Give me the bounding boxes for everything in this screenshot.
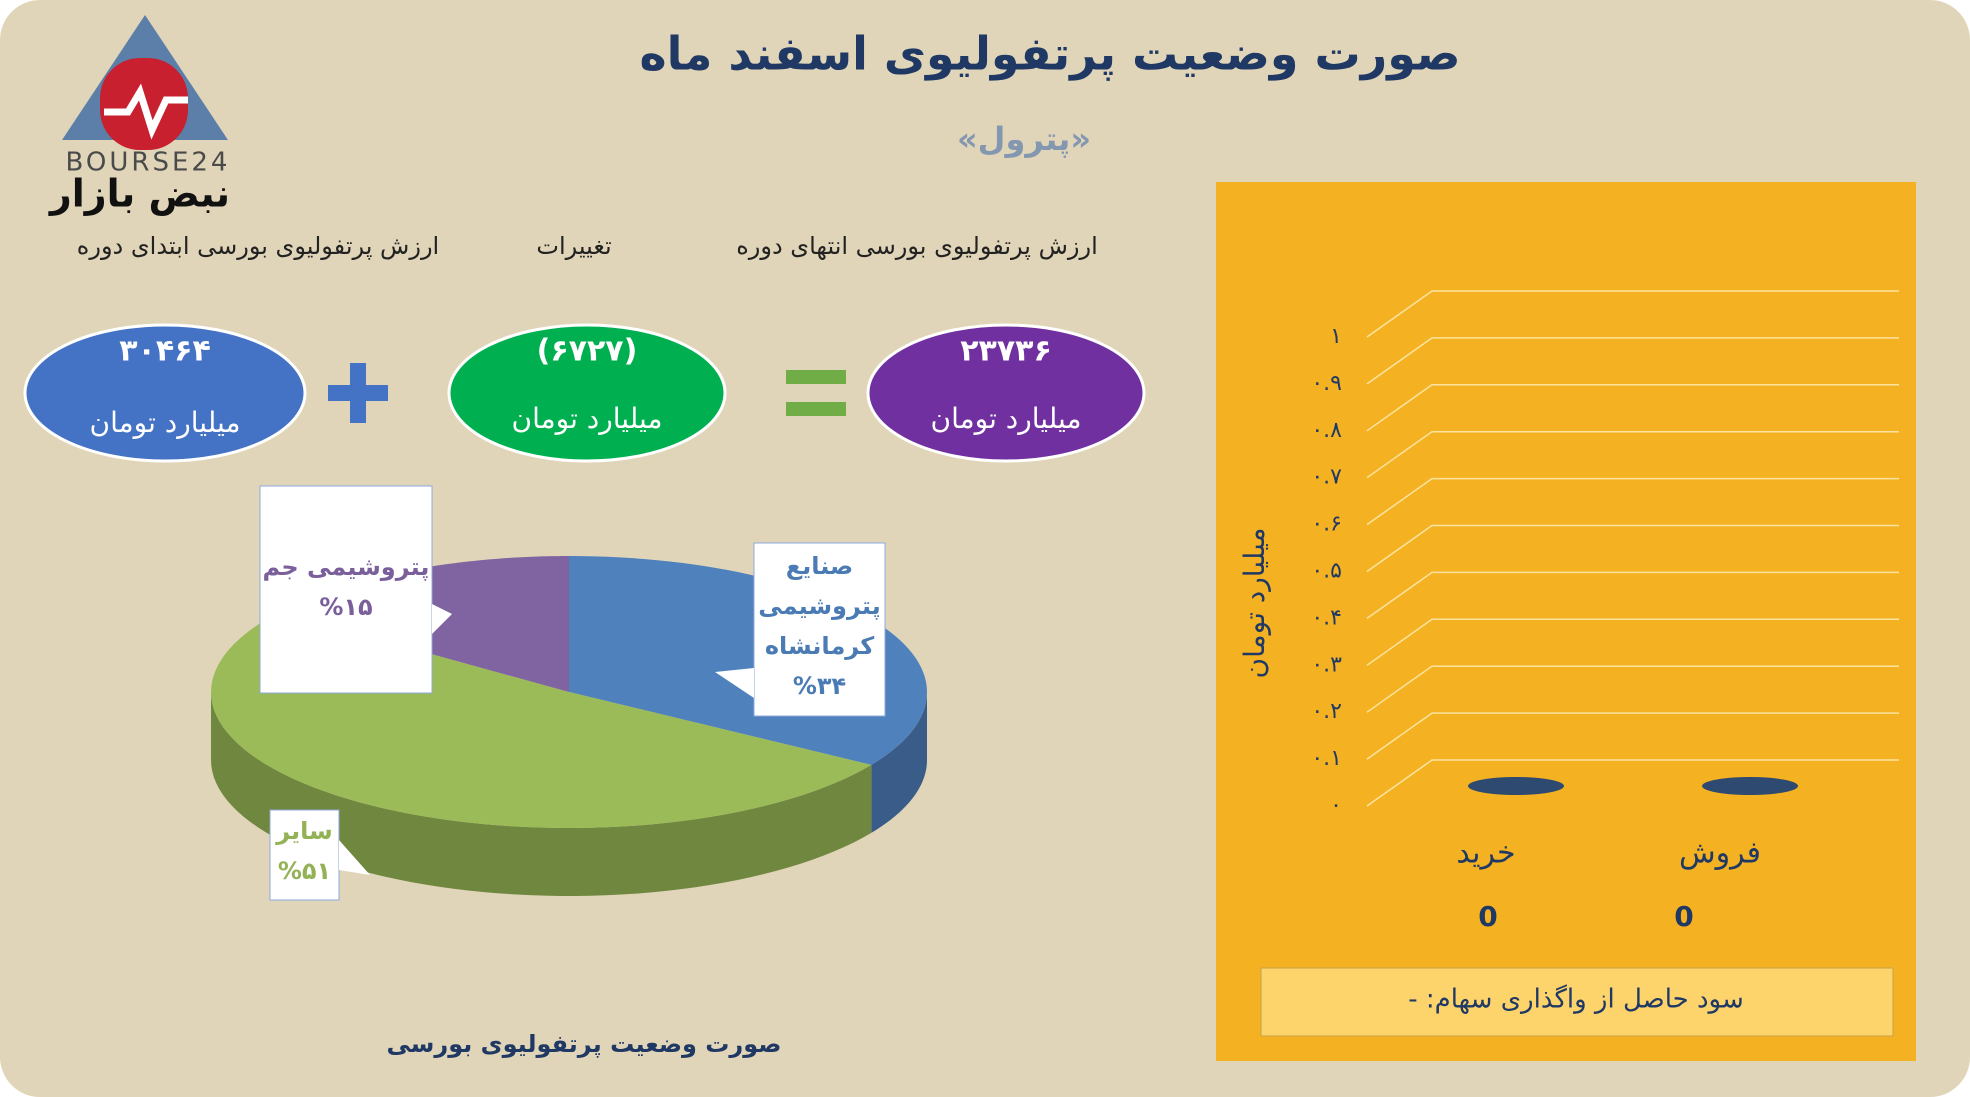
plus-sign (328, 363, 388, 423)
callout-pointer (432, 604, 452, 634)
logo-brand: BOURSE24 (66, 148, 231, 178)
callout-box (753, 542, 886, 717)
y-tick-label: ۰.۵ (1311, 559, 1342, 584)
equals-top (786, 370, 846, 384)
grid-line (1366, 712, 1899, 760)
y-tick-label: ۰.۸ (1311, 418, 1342, 443)
grid-line (1366, 337, 1899, 385)
x-tick-label: فروش (1679, 836, 1761, 871)
change-unit: میلیارد تومان (512, 402, 663, 435)
start-bubble (23, 323, 307, 463)
grid-line (1366, 384, 1899, 432)
callout-value: %۱۵ (319, 593, 372, 621)
end-bubble (866, 323, 1146, 463)
note-box (1260, 967, 1894, 1037)
pie-title: صورت وضعیت پرتفولیوی بورسی (387, 1030, 782, 1058)
value-label: 0 (1674, 900, 1693, 933)
end-unit: میلیارد تومان (931, 402, 1082, 435)
change-value: (۶۷۲۷) (537, 334, 638, 369)
title: صورت وضعیت پرتفولیوی اسفند ماه (639, 27, 1460, 82)
grid-line (1366, 571, 1899, 620)
grid-line (1366, 290, 1899, 338)
logo-pulse (104, 83, 188, 140)
grid-line (1366, 618, 1899, 666)
end-value: ۲۳۷۳۶ (960, 334, 1052, 369)
y-tick-label: ۰ (1330, 793, 1342, 818)
callout-pointer (715, 668, 754, 698)
pie-chart: صنایع پتروشیمی کرمانشاه %۳۴ سایر %۵۱ پتروشیمی … (211, 485, 927, 901)
change-bubble (447, 323, 727, 463)
callout-label: صنایع پتروشیمی کرمانشاه (758, 552, 880, 660)
callout-value: %۳۴ (793, 672, 846, 700)
logo-name: نبض بازار (48, 172, 230, 216)
y-tick-label: ۰.۲ (1311, 699, 1342, 724)
grid-line (1366, 524, 1899, 573)
grid-line (1366, 430, 1899, 479)
bar (1702, 777, 1798, 795)
y-tick-label: ۰.۷ (1311, 465, 1342, 490)
change-label: تغییرات (536, 232, 611, 260)
bar-panel (1216, 182, 1916, 1061)
logo: BOURSE24 نبض بازار (48, 15, 231, 216)
grid-line (1366, 477, 1899, 526)
y-axis-label: میلیارد تومان (1238, 528, 1271, 679)
start-unit: میلیارد تومان (90, 406, 241, 439)
callout-pointer (339, 840, 370, 875)
value-label: 0 (1478, 900, 1497, 933)
y-tick-label: ۰.۳ (1311, 652, 1342, 677)
bar (1468, 777, 1564, 795)
y-tick-label: ۰.۹ (1311, 371, 1342, 396)
bar-chart: ۰ ۰.۱ ۰.۲ ۰.۳ ۰.۴ ۰.۵ ۰.۶ ۰.۷ ۰.۸ ۰.۹ ۱ میلیارد توم… (1238, 290, 1899, 1037)
callout-box (269, 809, 340, 901)
pie-side (871, 692, 927, 833)
y-tick-label: ۰.۴ (1311, 605, 1342, 630)
equals-bottom (786, 402, 846, 416)
y-tick-label: ۰.۶ (1311, 512, 1342, 537)
start-label: ارزش پرتفولیوی بورسی ابتدای دوره (77, 232, 439, 260)
end-label: ارزش پرتفولیوی بورسی انتهای دوره (736, 232, 1098, 260)
callout-label: پتروشیمی جم (263, 553, 430, 581)
y-tick-label: ۱ (1330, 324, 1342, 349)
callout-box (259, 485, 433, 694)
y-tick-label: ۰.۱ (1311, 746, 1342, 771)
x-tick-label: خرید (1456, 836, 1515, 871)
callout-label: سایر (275, 817, 333, 845)
subtitle: «پترول» (957, 120, 1091, 158)
pie-side (211, 692, 872, 896)
grid-line (1366, 759, 1899, 807)
callout-value: %۵۱ (278, 857, 331, 885)
note: سود حاصل از واگذاری سهام: - (1408, 984, 1744, 1015)
start-value: ۳۰۴۶۴ (119, 334, 211, 369)
grid-line (1366, 665, 1899, 713)
